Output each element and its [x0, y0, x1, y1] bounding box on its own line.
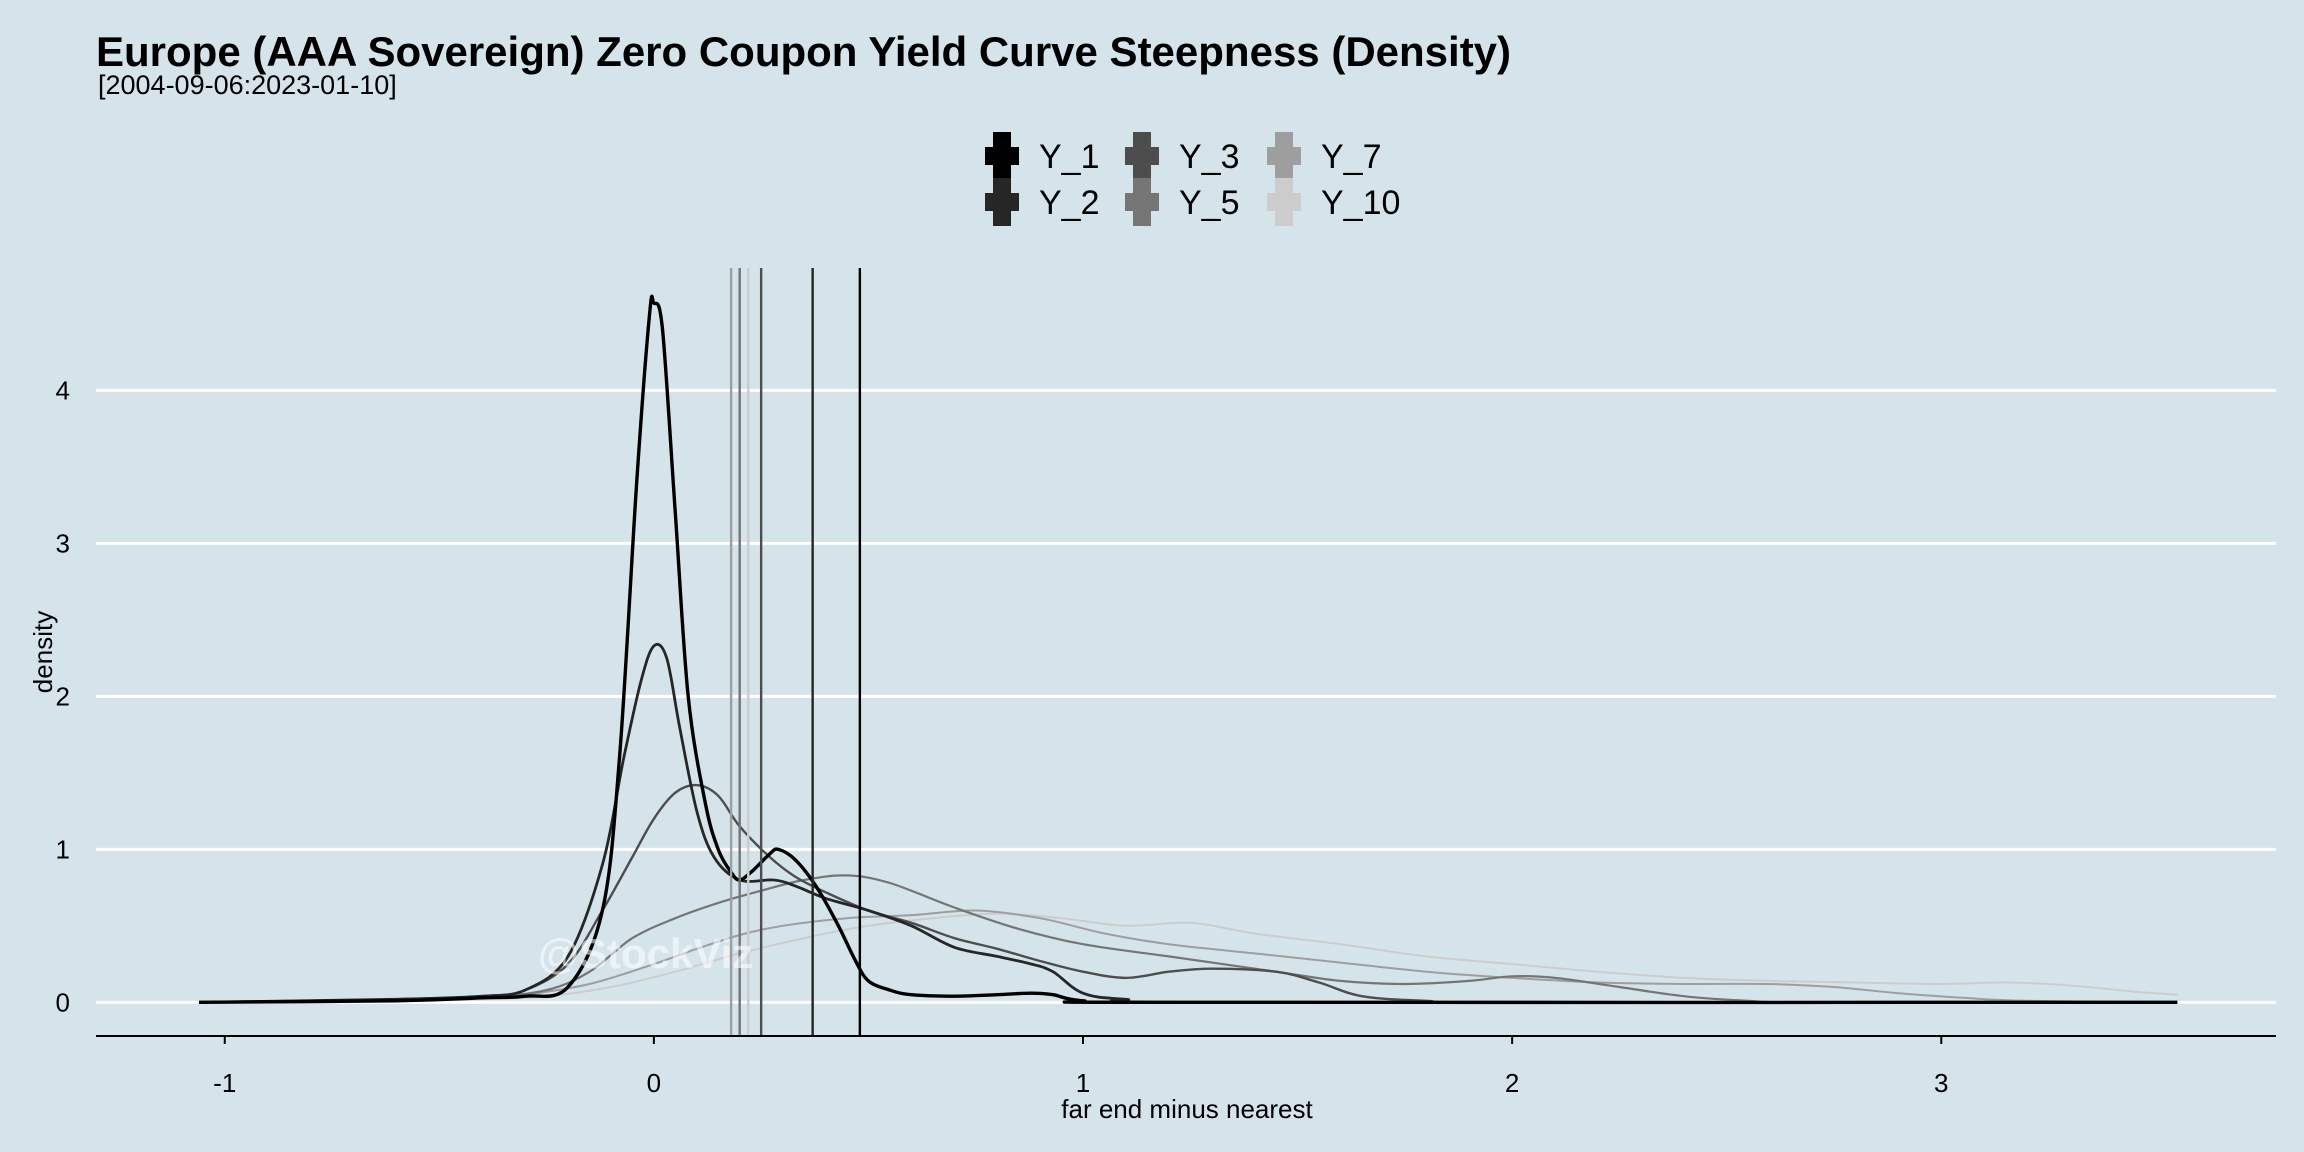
axes: 0 1 2 3 4 -1 0 1 2 3	[56, 375, 2276, 1098]
y-tick-label-0: 0	[56, 987, 70, 1017]
legend-key-v	[1133, 178, 1151, 226]
y-tick-label-2: 2	[56, 681, 70, 711]
x-tick-label-3: 3	[1934, 1068, 1948, 1098]
y-tick-label-4: 4	[56, 375, 70, 405]
x-tick-label--1: -1	[213, 1068, 236, 1098]
legend-item-y-2: Y_2	[985, 178, 1100, 226]
legend-item-y-1: Y_1	[985, 132, 1100, 180]
legend-label: Y_10	[1321, 184, 1400, 222]
density-curve-y-5	[198, 874, 2178, 1004]
chart-subtitle: [2004-09-06:2023-01-10]	[98, 70, 397, 100]
legend-label: Y_2	[1039, 184, 1100, 222]
y-axis-label: density	[28, 611, 58, 693]
grid-lines	[96, 388, 2276, 1004]
legend-item-y-10: Y_10	[1267, 178, 1400, 226]
y-tick-label-3: 3	[56, 528, 70, 558]
legend: Y_1 Y_2 Y_3 Y_5 Y_7 Y_10	[985, 132, 1400, 226]
legend-label: Y_7	[1321, 138, 1382, 176]
legend-label: Y_1	[1039, 138, 1100, 176]
legend-key-v	[993, 132, 1011, 180]
density-curve-y-2	[198, 642, 2178, 1004]
x-tick-label-2: 2	[1505, 1068, 1519, 1098]
legend-label: Y_3	[1179, 138, 1240, 176]
x-tick-label-1: 1	[1076, 1068, 1090, 1098]
legend-item-y-5: Y_5	[1125, 178, 1240, 226]
density-curve-y-3	[198, 783, 2178, 1004]
chart-title: Europe (AAA Sovereign) Zero Coupon Yield…	[96, 28, 1512, 75]
legend-key-v	[993, 178, 1011, 226]
y-tick-label-1: 1	[56, 834, 70, 864]
density-curve-y-10	[198, 912, 2178, 1004]
density-curve-y-1	[198, 294, 2178, 1005]
x-axis-label: far end minus nearest	[1061, 1094, 1313, 1124]
legend-item-y-3: Y_3	[1125, 132, 1240, 180]
legend-key-v	[1275, 178, 1293, 226]
density-curve-y-7	[198, 909, 2178, 1004]
density-curves	[198, 294, 2178, 1005]
mean-lines	[729, 268, 862, 1036]
legend-key-v	[1275, 132, 1293, 180]
legend-item-y-7: Y_7	[1267, 132, 1382, 180]
legend-label: Y_5	[1179, 184, 1240, 222]
x-tick-label-0: 0	[647, 1068, 661, 1098]
watermark: @StockViz	[538, 930, 754, 977]
legend-key-v	[1133, 132, 1151, 180]
